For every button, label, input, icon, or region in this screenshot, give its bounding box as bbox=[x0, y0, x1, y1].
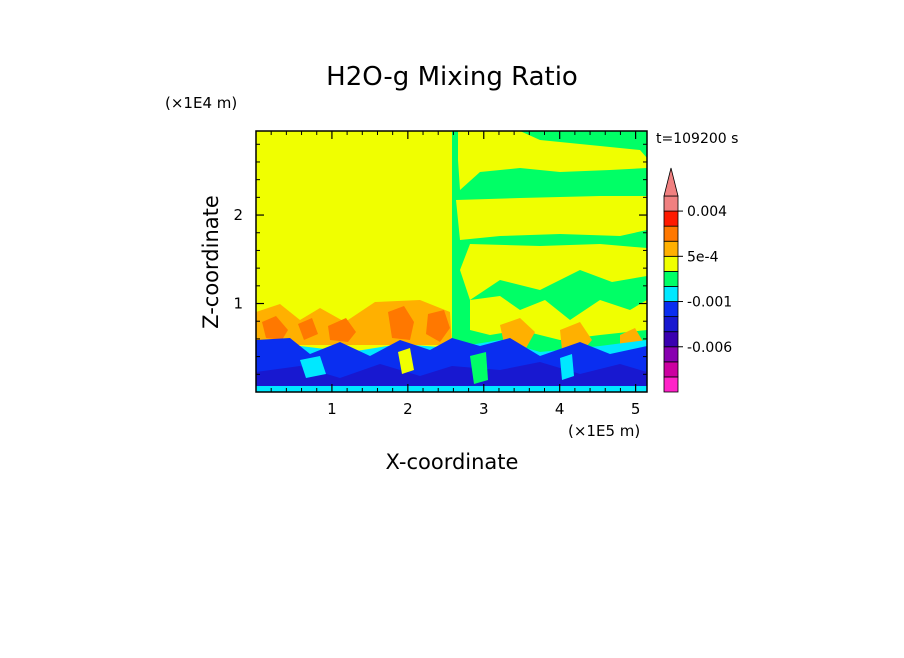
colorbar-segment bbox=[663, 286, 679, 302]
contour-field bbox=[256, 131, 647, 392]
chart-title: H2O-g Mixing Ratio bbox=[326, 62, 578, 92]
field-plume-red-1 bbox=[262, 316, 288, 340]
field-cyan-streak-2 bbox=[560, 354, 574, 380]
field-plume-red-5 bbox=[298, 318, 318, 340]
colorbar-segment bbox=[663, 331, 679, 348]
colorbar-segment bbox=[663, 195, 679, 212]
field-plume-red-3 bbox=[388, 306, 414, 340]
colorbar-segment bbox=[663, 361, 679, 378]
field-plume-red-2 bbox=[328, 318, 356, 342]
x-tick-label: 5 bbox=[631, 400, 641, 418]
time-label: t=109200 s bbox=[656, 131, 738, 147]
colorbar-segment bbox=[663, 346, 679, 363]
field-darkblue-patches bbox=[256, 362, 647, 392]
y-axis-ticks: 12 bbox=[233, 143, 647, 375]
x-tick-label: 3 bbox=[479, 400, 489, 418]
colorbar-label: -0.006 bbox=[687, 340, 732, 356]
field-plume-red-4 bbox=[426, 310, 450, 342]
colorbar-segment bbox=[663, 225, 679, 242]
field-cyan-streak-1 bbox=[300, 356, 326, 378]
colorbar-segment bbox=[663, 270, 679, 287]
field-cyan-bottom bbox=[256, 386, 647, 392]
field-green-streak-1 bbox=[470, 352, 488, 384]
y-axis-label: Z-coordinate bbox=[199, 195, 223, 329]
x-unit-label: (×1E5 m) bbox=[568, 422, 640, 440]
colorbar-segment bbox=[663, 240, 679, 257]
y-unit-label: (×1E4 m) bbox=[165, 94, 237, 112]
x-tick-label: 1 bbox=[327, 400, 337, 418]
colorbar-label: 0.004 bbox=[687, 204, 727, 220]
field-yellow-streak-1 bbox=[398, 348, 414, 374]
colorbar-segment bbox=[663, 316, 679, 333]
colorbar-label: -0.001 bbox=[687, 295, 732, 311]
x-axis-ticks: 1 2 3 4 5 bbox=[270, 131, 641, 418]
colorbar-segment bbox=[663, 255, 679, 272]
field-right-yellow-mid bbox=[456, 196, 647, 240]
x-axis-label: X-coordinate bbox=[386, 450, 519, 474]
y-tick-label: 2 bbox=[233, 206, 243, 224]
field-right-yellow-band bbox=[460, 244, 647, 300]
colorbar-segment bbox=[663, 376, 679, 393]
plot-frame bbox=[255, 130, 648, 393]
x-tick-label: 2 bbox=[403, 400, 413, 418]
colorbar-label: 5e-4 bbox=[687, 249, 719, 265]
colorbar: -0.006 -0.001 5e-4 0.004 bbox=[663, 167, 732, 393]
field-right-yellow-top bbox=[458, 131, 647, 190]
x-tick-label: 4 bbox=[555, 400, 565, 418]
colorbar-extend-arrow bbox=[663, 167, 679, 197]
colorbar-segment bbox=[663, 210, 679, 227]
y-tick-label: 1 bbox=[233, 295, 243, 313]
colorbar-segment bbox=[663, 301, 679, 318]
